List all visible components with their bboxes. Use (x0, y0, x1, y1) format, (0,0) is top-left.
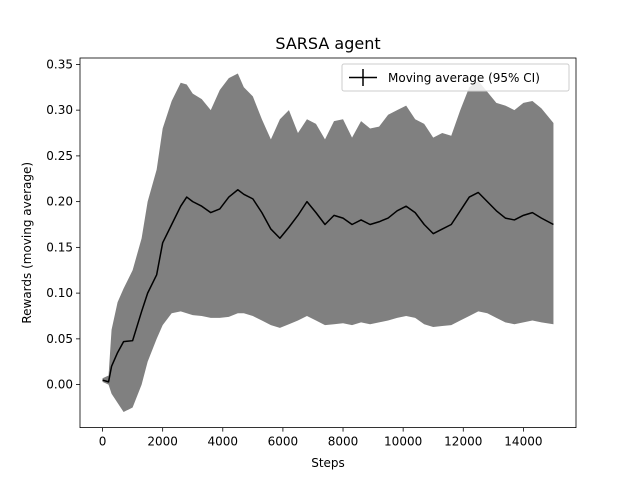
x-tick-label: 12000 (444, 435, 482, 449)
y-tick-label: 0.00 (46, 378, 73, 392)
x-tick-label: 10000 (384, 435, 422, 449)
moving-average-line (102, 188, 554, 383)
confidence-band-layer (102, 73, 554, 413)
moving-average-line-layer (102, 188, 554, 383)
plot-frame (79, 57, 577, 429)
x-tick-label: 14000 (504, 435, 542, 449)
x-tick-label: 4000 (208, 435, 239, 449)
y-tick-label: 0.15 (46, 240, 73, 254)
x-axis-ticks: 0 2000 4000 6000 8000 10000 12000 14000 (99, 427, 542, 449)
y-tick-label: 0.35 (46, 57, 73, 71)
y-tick-label: 0.10 (46, 286, 73, 300)
legend: Moving average (95% CI) (341, 63, 570, 92)
legend-box (341, 63, 570, 92)
y-tick-label: 0.30 (46, 103, 73, 117)
chart-title: SARSA agent (275, 34, 380, 53)
confidence-band (102, 73, 554, 413)
y-axis-ticks: 0.00 0.05 0.10 0.15 0.20 0.25 0.30 0.35 (46, 57, 80, 392)
x-axis-label: Steps (311, 456, 345, 470)
x-tick-label: 0 (99, 435, 107, 449)
y-tick-label: 0.25 (46, 149, 73, 163)
legend-entry: Moving average (95% CI) (388, 71, 540, 85)
y-axis-label: Rewards (moving average) (20, 162, 34, 324)
x-tick-label: 2000 (147, 435, 178, 449)
x-tick-label: 8000 (328, 435, 359, 449)
y-tick-label: 0.20 (46, 195, 73, 209)
x-tick-label: 6000 (268, 435, 299, 449)
y-tick-label: 0.05 (46, 332, 73, 346)
